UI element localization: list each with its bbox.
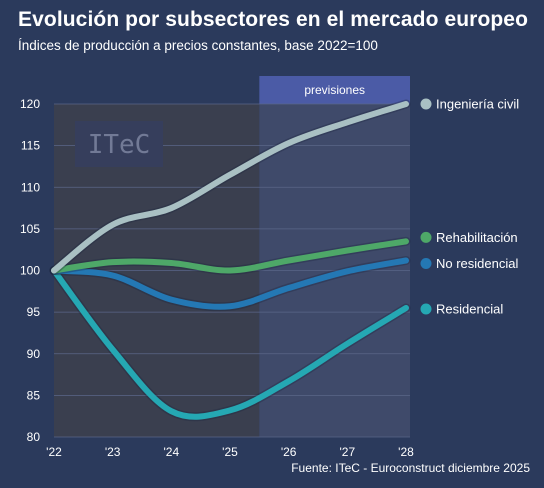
y-tick-label: 85 <box>27 388 41 402</box>
legend-dot-no-residencial <box>420 258 432 270</box>
series-line-residencial <box>51 267 409 420</box>
x-tick-label: '24 <box>164 445 180 459</box>
x-tick-label: '23 <box>105 445 121 459</box>
legend-dot-residencial <box>420 303 432 315</box>
series-line-no-residencial <box>51 257 409 310</box>
itec-logo-box <box>75 121 163 167</box>
y-tick-label: 110 <box>21 180 40 194</box>
x-tick-label: '25 <box>222 445 238 459</box>
chart-title: Evolución por subsectores en el mercado … <box>18 8 529 31</box>
y-tick-label: 95 <box>27 305 41 319</box>
y-tick-label: 105 <box>20 222 40 236</box>
series-line-rehabilitacion <box>51 238 409 274</box>
x-tick-label: '22 <box>46 445 62 459</box>
forecast-label: previsiones <box>304 83 365 97</box>
y-tick-label: 120 <box>20 97 40 111</box>
forecast-header <box>259 76 410 104</box>
chart-subtitle: Índices de producción a precios constant… <box>18 38 378 53</box>
source-note: Fuente: ITeC - Euroconstruct diciembre 2… <box>291 461 530 475</box>
itec-logo: ITeC <box>88 130 151 160</box>
series-line-ingenieria-civil <box>51 101 409 274</box>
series-label-rehabilitacion: Rehabilitación <box>436 230 518 245</box>
x-tick-label: '28 <box>398 445 414 459</box>
y-tick-label: 80 <box>27 430 41 444</box>
x-tick-label: '26 <box>281 445 297 459</box>
y-tick-label: 115 <box>21 139 40 153</box>
series-label-ingenieria-civil: Ingeniería civil <box>436 97 519 112</box>
legend-dot-ingenieria-civil <box>420 98 432 110</box>
series-label-no-residencial: No residencial <box>436 256 518 271</box>
y-tick-label: 90 <box>27 347 41 361</box>
legend-dot-rehabilitacion <box>420 231 432 243</box>
series-label-residencial: Residencial <box>436 301 503 316</box>
y-tick-label: 100 <box>20 264 40 278</box>
x-tick-label: '27 <box>340 445 356 459</box>
